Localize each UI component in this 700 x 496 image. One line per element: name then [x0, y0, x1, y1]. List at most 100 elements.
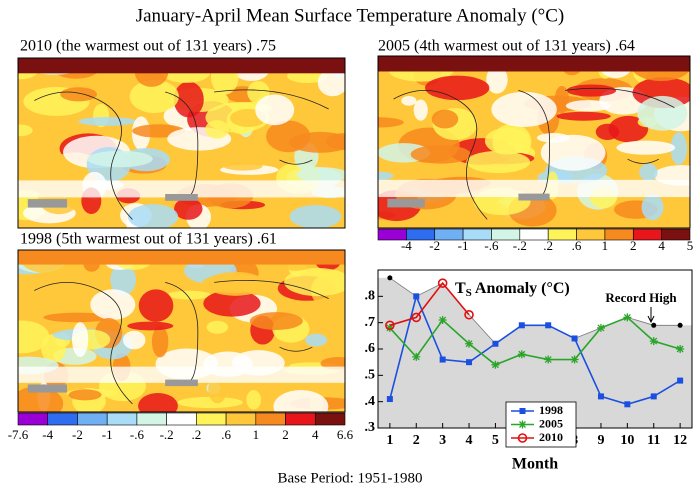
- map-title: 2005 (4th warmest out of 131 years) .64: [378, 38, 635, 55]
- y-tick-label: .3: [365, 420, 376, 435]
- record-high-point: [387, 275, 393, 281]
- coastline: [34, 279, 329, 405]
- annotation-arrow: [647, 307, 655, 324]
- map-patch: [87, 150, 153, 168]
- chart-title: TS Anomaly (°C): [455, 280, 570, 299]
- marker: [411, 312, 422, 323]
- map-patch: [641, 194, 664, 221]
- map-title: 2010 (the warmest out of 131 years) .75: [20, 38, 276, 55]
- coastline: [34, 89, 329, 220]
- x-tick-label: 9: [597, 433, 604, 448]
- colorbar-swatch: [661, 228, 691, 241]
- map-patch: [556, 111, 611, 121]
- colorbar-label: .2: [191, 427, 201, 442]
- map-patch: [246, 390, 262, 410]
- map-patch: [378, 171, 394, 181]
- marker: [492, 340, 499, 347]
- map-patch: [639, 163, 658, 182]
- colorbar-swatch: [106, 412, 138, 426]
- marker: [517, 350, 526, 359]
- map-patch: [174, 197, 203, 220]
- map-patch: [616, 140, 676, 155]
- colorbar-label: 1: [253, 427, 260, 442]
- colorbar-label: -.6: [484, 238, 499, 253]
- marker: [571, 335, 578, 342]
- map-patch: [167, 290, 212, 300]
- map-patch: [122, 330, 146, 350]
- map-patch: [410, 144, 471, 164]
- marker: [545, 322, 552, 329]
- colorbar-label: -.2: [513, 238, 527, 253]
- legend-symbol: [517, 433, 528, 443]
- map-patch: [78, 116, 137, 126]
- map-patch: [289, 204, 342, 228]
- map-patch: [457, 204, 471, 221]
- map-nodata: [27, 199, 68, 208]
- series-line: [389, 293, 681, 406]
- marker: [623, 313, 632, 322]
- map-patch: [68, 389, 102, 401]
- map-patch: [554, 85, 570, 114]
- map-patch: [305, 333, 328, 347]
- x-tick-label: 10: [620, 433, 634, 448]
- colorbar-label: .6: [221, 427, 231, 442]
- x-axis-label: Month: [512, 456, 558, 473]
- marker: [650, 393, 657, 400]
- map-nodata: [165, 194, 198, 201]
- legend-label: 1998: [539, 403, 563, 417]
- colorbar-swatch: [136, 412, 167, 426]
- map-art: [378, 56, 690, 228]
- marker: [464, 309, 474, 320]
- map-nodata: [27, 384, 68, 393]
- map-patch: [255, 94, 295, 126]
- map-title: 1998 (5th warmest out of 131 years) .61: [20, 231, 277, 248]
- map-patch: [378, 117, 404, 128]
- colorbar-swatch: [47, 412, 78, 426]
- map-patch: [18, 320, 50, 354]
- map-patch: [431, 109, 459, 129]
- map-nodata: [518, 193, 550, 201]
- colorbar-swatch: [166, 412, 197, 426]
- map-patch: [173, 81, 204, 118]
- map-patch: [151, 325, 169, 358]
- legend-label: 2005: [539, 416, 563, 430]
- map: [17, 249, 346, 413]
- series-line: [389, 281, 470, 327]
- map-patch: [540, 134, 606, 171]
- colorbar-swatch: [632, 228, 662, 241]
- map-patch: [208, 376, 227, 404]
- map: [17, 57, 346, 229]
- map-patch: [413, 99, 428, 121]
- marker: [386, 396, 393, 403]
- map-patch: [317, 68, 345, 97]
- map-patch: [425, 75, 490, 101]
- x-tick-label: 11: [647, 433, 660, 448]
- record-high-area: [378, 277, 692, 428]
- map-patch: [205, 120, 230, 139]
- map-polar: [18, 250, 345, 265]
- colorbar-label: -.2: [160, 427, 174, 442]
- map-frame: [17, 57, 346, 229]
- colorbar-swatch: [77, 412, 108, 426]
- map-patch: [223, 161, 263, 171]
- x-tick-label: 2: [413, 433, 420, 448]
- colorbar-label: -4: [401, 238, 412, 253]
- map-nodata: [165, 379, 198, 387]
- marker: [491, 360, 500, 369]
- map: [377, 55, 691, 229]
- marker: [570, 355, 579, 364]
- colorbar-label: 4: [658, 238, 665, 253]
- record-high-point: [651, 322, 657, 328]
- map-patch: [18, 386, 64, 412]
- x-tick-label: 1: [386, 433, 393, 448]
- map-patch: [484, 127, 531, 155]
- x-tick-label: 12: [673, 433, 687, 448]
- map-patch: [266, 120, 311, 153]
- legend-marker: [518, 420, 527, 429]
- map-patch: [595, 123, 620, 141]
- map-frame: [17, 249, 346, 413]
- x-tick-label: 5: [492, 433, 499, 448]
- colorbar-swatch: [314, 412, 346, 426]
- colorbar-label: -.6: [130, 427, 145, 442]
- map-patch: [201, 273, 266, 294]
